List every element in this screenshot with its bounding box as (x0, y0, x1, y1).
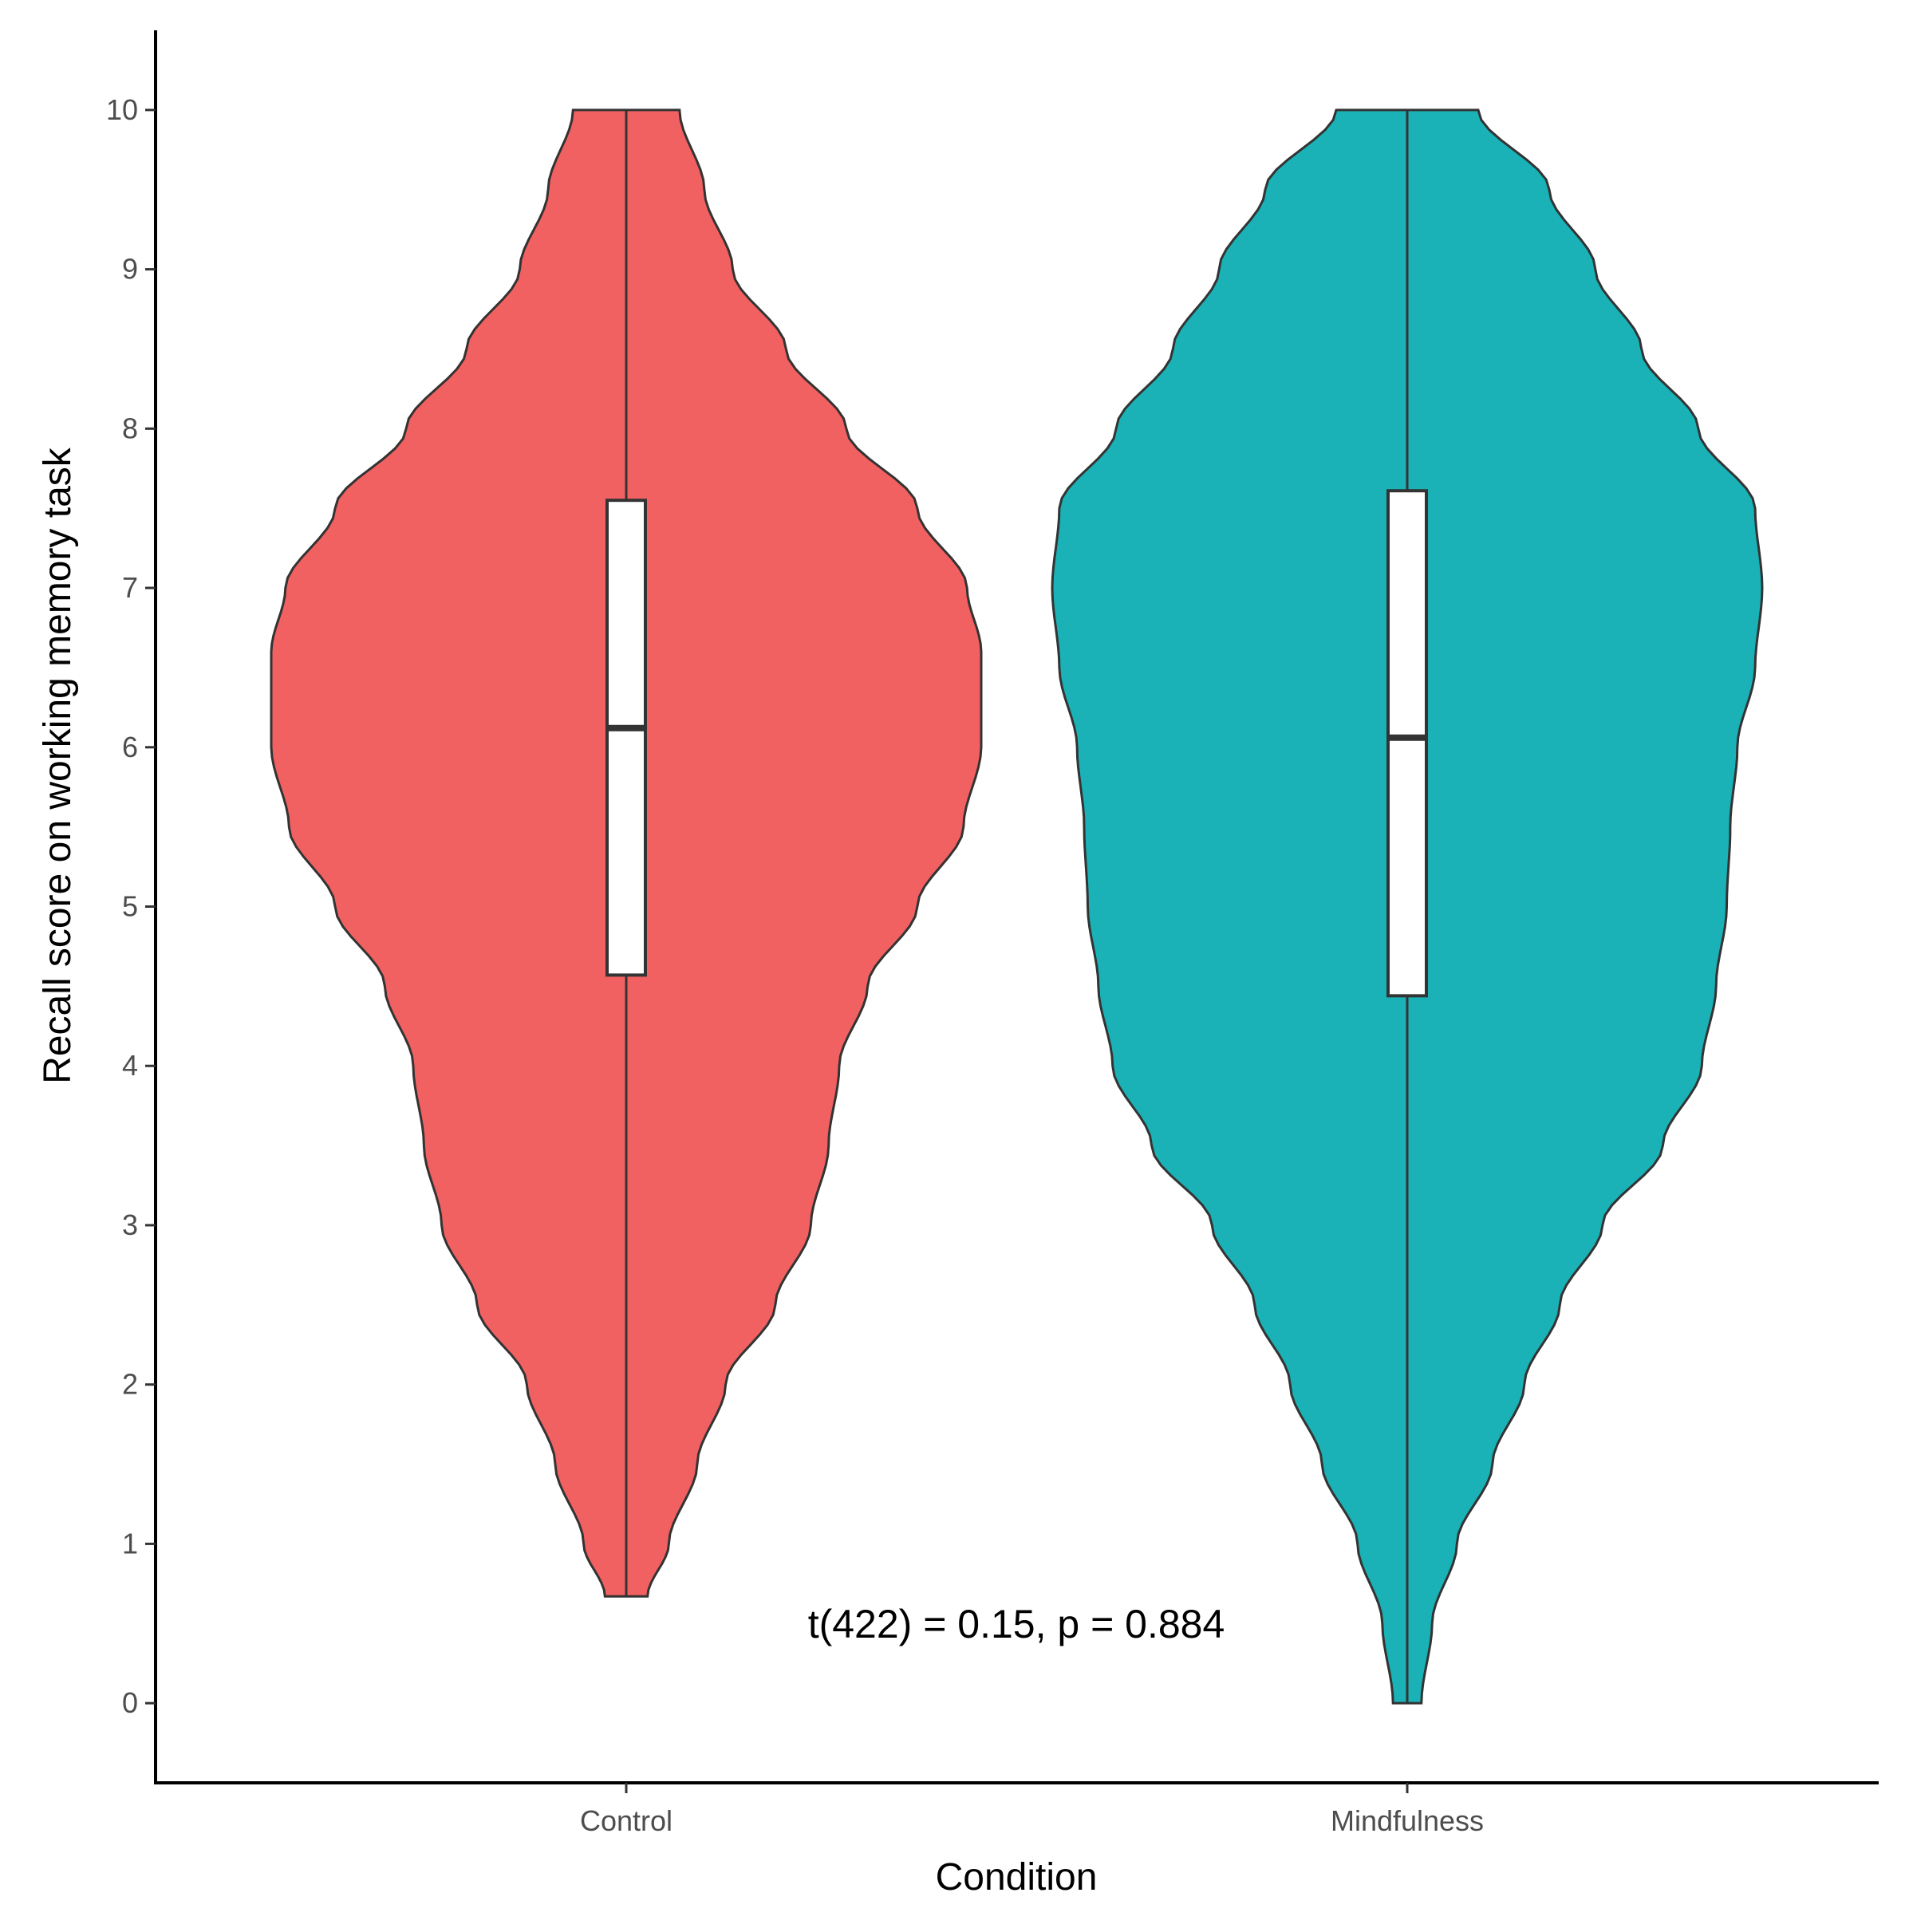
box-control (605, 499, 647, 977)
y-tick-label: 7 (122, 571, 138, 604)
y-tick-label: 0 (122, 1686, 138, 1719)
y-tick-label: 3 (122, 1208, 138, 1241)
y-tick-label: 6 (122, 731, 138, 763)
y-tick-label: 1 (122, 1527, 138, 1559)
x-axis-title: Condition (936, 1856, 1098, 1898)
box-mindfulness (1386, 489, 1428, 998)
y-tick-label: 4 (122, 1049, 138, 1082)
t-test-annotation: t(422) = 0.15, p = 0.884 (808, 1602, 1225, 1646)
y-tick-label: 2 (122, 1368, 138, 1401)
x-ticks: Control Mindfulness (580, 1783, 1484, 1837)
x-tick-label: Mindfulness (1331, 1804, 1484, 1837)
y-tick-label: 10 (106, 93, 138, 126)
y-axis-title: Recall score on working memory task (37, 447, 79, 1084)
y-ticks: 0 1 2 3 4 5 6 7 8 9 10 (106, 93, 156, 1719)
x-tick-label: Control (580, 1804, 672, 1837)
violin-layer (270, 108, 1764, 1705)
y-tick-label: 5 (122, 890, 138, 923)
y-tick-label: 9 (122, 253, 138, 286)
y-tick-label: 8 (122, 412, 138, 444)
